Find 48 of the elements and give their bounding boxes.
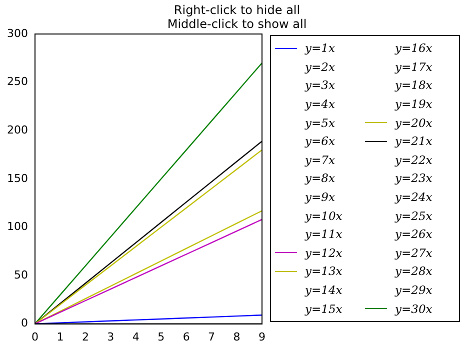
text: y=8x (305, 171, 335, 186)
text: y=19x (395, 97, 432, 112)
y-tick-label: 250 (6, 75, 28, 88)
text: y=23x (395, 171, 432, 186)
text: y=29x (395, 283, 432, 298)
text: y=16x (395, 41, 432, 56)
text: y=3x (305, 78, 335, 92)
legend-label: y=12x (305, 246, 342, 260)
text: y=28x (395, 264, 432, 278)
text: y=4x (305, 97, 335, 112)
text: y=14x (305, 283, 342, 298)
legend-label: y=30x (395, 302, 432, 316)
text: y=7x (305, 152, 335, 167)
y-tick-label: 300 (6, 26, 28, 40)
x-tick-label: 6 (182, 330, 190, 344)
y-tick-label: 100 (6, 220, 28, 234)
text: y=24x (395, 190, 432, 204)
y-tick-label: 50 (14, 268, 28, 282)
x-tick-label: 0 (31, 330, 38, 344)
text: y=25x (395, 208, 432, 223)
legend-label: y=13x (305, 264, 342, 278)
legend-label: y=20x (395, 116, 432, 130)
text: y=9x (305, 190, 335, 204)
x-tick-label: 9 (258, 330, 266, 344)
text: y=6x (305, 134, 335, 148)
x-tick-label: 2 (82, 330, 89, 344)
x-tick-label: 3 (107, 330, 114, 344)
x-tick-label: 4 (132, 330, 140, 344)
text: y=22x (395, 152, 432, 167)
text: y=18x (395, 78, 432, 92)
y-tick-label: 200 (6, 123, 28, 136)
text: y=5x (305, 116, 335, 130)
y-tick-label: 0 (20, 316, 28, 330)
x-tick-label: 5 (158, 330, 165, 344)
legend-label: y=21x (395, 134, 432, 148)
text: y=2x (305, 60, 335, 74)
text: y=17x (395, 60, 432, 74)
text: y=27x (395, 246, 432, 260)
text: y=26x (395, 227, 432, 242)
x-tick-label: 1 (56, 330, 64, 344)
text: y=15x (305, 302, 342, 316)
y-tick-label: 150 (6, 172, 28, 185)
chart-title: Right-click to hide all Middle-click to show all (166, 3, 308, 31)
text: y=11x (305, 227, 342, 242)
x-tick-label: 7 (208, 330, 216, 344)
legend-label: y=1x (305, 41, 335, 56)
x-tick-label: 8 (233, 330, 240, 344)
text: y=10x (305, 208, 342, 223)
